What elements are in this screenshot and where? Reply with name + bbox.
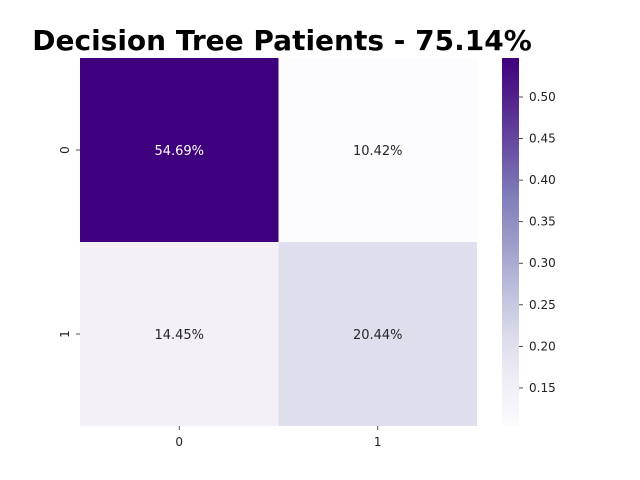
y-tick-label-0: 0 [58,146,72,154]
cell-value-label-1-1: 20.44% [353,328,403,343]
colorbar-tick-label-0: 0.15 [529,381,556,395]
x-tick-label-1: 1 [374,435,382,449]
colorbar [502,58,519,426]
y-axis: 01 [58,146,80,338]
colorbar-tick-label-4: 0.35 [529,215,556,229]
colorbar-tick-label-6: 0.45 [529,132,556,146]
colorbar-axis: 0.15 0.20 0.25 0.30 0.35 0.40 0.45 0.50 [519,90,556,395]
colorbar-tick-label-7: 0.50 [529,90,556,104]
heatmap-cells: 54.69% 10.42% 14.45% 20.44% [80,58,477,426]
x-tick-label-0: 0 [175,435,183,449]
cell-value-label-1-0: 14.45% [154,328,204,343]
heatmap-cell-1-1 [278,242,477,426]
y-tick-label-1: 1 [58,330,72,338]
colorbar-tick-label-2: 0.25 [529,298,556,312]
heatmap-cell-0-1 [278,58,477,242]
colorbar-tick-label-3: 0.30 [529,256,556,270]
heatmap-cell-0-0 [80,58,279,242]
heatmap-cell-1-0 [80,242,279,426]
cell-value-label-0-0: 54.69% [154,144,204,159]
colorbar-tick-label-5: 0.40 [529,173,556,187]
colorbar-tick-label-1: 0.20 [529,339,556,353]
chart-title: Decision Tree Patients - 75.14% [32,24,532,57]
cell-value-label-0-1: 10.42% [353,144,403,159]
